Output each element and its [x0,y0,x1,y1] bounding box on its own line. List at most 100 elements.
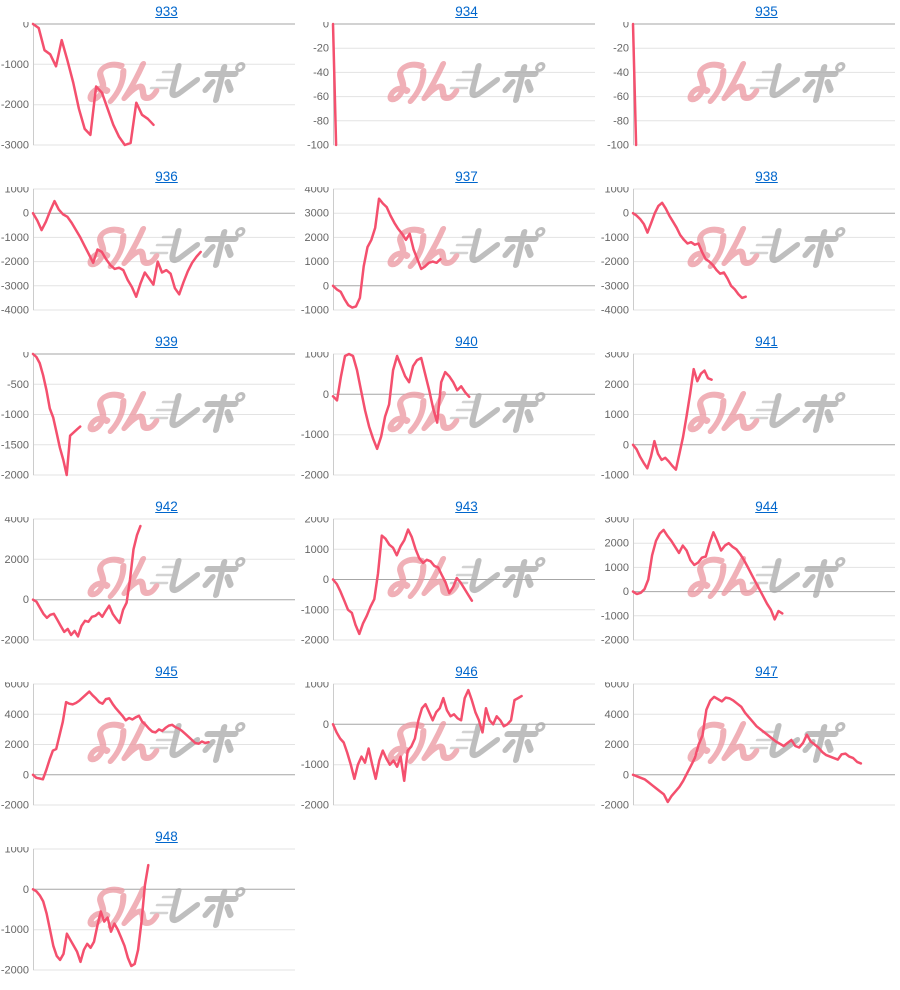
minrepo-watermark-icon [387,556,546,599]
y-tick-label: -1500 [1,439,29,451]
line-chart: 0 -500 -1000 -1500 -2000 [1,352,295,482]
line-chart: 4000 3000 2000 1000 0 -1000 [301,187,595,317]
chart-cell: 934 0 -20 -40 -60 -80 -100 [300,0,600,165]
y-tick-label: 2000 [605,379,629,391]
y-tick-label: -2000 [1,800,29,812]
y-tick-label: 0 [623,586,629,598]
y-tick-label: -2000 [1,470,29,482]
machine-number-link[interactable]: 937 [455,169,478,184]
line-chart: 4000 2000 0 -2000 [1,517,295,647]
y-tick-label: -80 [313,115,329,127]
chart-title-row: 946 [300,660,600,682]
machine-number-link[interactable]: 945 [155,664,178,679]
y-tick-label: 0 [623,769,629,781]
chart-cell: 947 6000 4000 2000 0 -2000 [600,660,900,825]
machine-number-link[interactable]: 940 [455,334,478,349]
minrepo-watermark-icon [687,391,846,434]
chart-title-row: 936 [0,165,300,187]
minrepo-watermark-icon [387,721,546,764]
y-tick-label: 1000 [5,847,29,856]
line-chart: 0 -20 -40 -60 -80 -100 [307,22,595,152]
chart-title-row: 934 [300,0,600,22]
y-tick-label: -100 [607,140,629,152]
chart-cell: 945 6000 4000 2000 0 -2000 [0,660,300,825]
y-tick-label: 6000 [5,682,29,691]
y-tick-label: 0 [323,719,329,731]
line-chart: 3000 2000 1000 0 -1000 -2000 [601,517,895,647]
machine-number-link[interactable]: 947 [755,664,778,679]
y-tick-label: -2000 [1,635,29,647]
minrepo-watermark-icon [87,226,246,269]
line-chart: 1000 0 -1000 -2000 [301,682,595,812]
minrepo-watermark-icon [687,556,846,599]
series-line [31,22,155,147]
machine-number-link[interactable]: 942 [155,499,178,514]
y-tick-label: -2000 [1,965,29,977]
chart-title-row: 937 [300,165,600,187]
machine-number-link[interactable]: 944 [755,499,778,514]
line-chart: 2000 1000 0 -1000 -2000 [301,517,595,647]
y-tick-label: 0 [623,22,629,31]
machine-number-link[interactable]: 935 [755,4,778,19]
machine-number-link[interactable]: 933 [155,4,178,19]
series-line [631,695,863,804]
y-tick-label: 0 [23,352,29,361]
y-tick-label: 1000 [5,187,29,196]
y-tick-label: 2000 [305,517,329,526]
machine-number-link[interactable]: 936 [155,169,178,184]
y-tick-label: -40 [613,67,629,79]
chart-title-row: 947 [600,660,900,682]
minrepo-watermark-icon [687,226,846,269]
y-tick-label: -60 [613,91,629,103]
machine-number-link[interactable]: 941 [755,334,778,349]
chart-cell: 933 0 -1000 -2000 -3000 [0,0,300,165]
y-tick-label: 6000 [605,682,629,691]
minrepo-watermark-icon [87,556,246,599]
chart-cell: 944 3000 2000 1000 0 -1000 -2000 [600,495,900,660]
chart-cell: 943 2000 1000 0 -1000 -2000 [300,495,600,660]
machine-number-link[interactable]: 946 [455,664,478,679]
series-line [331,688,523,783]
series-line [31,352,82,477]
y-tick-label: -20 [613,43,629,55]
y-tick-label: -4000 [1,305,29,317]
y-tick-label: -2000 [1,99,29,111]
machine-number-link[interactable]: 943 [455,499,478,514]
machine-number-link[interactable]: 948 [155,829,178,844]
line-chart: 1000 0 -1000 -2000 -3000 -4000 [601,187,895,317]
y-tick-label: 0 [23,22,29,31]
machine-number-link[interactable]: 938 [755,169,778,184]
y-tick-label: 2000 [605,538,629,550]
machine-number-link[interactable]: 934 [455,4,478,19]
y-tick-label: 1000 [305,682,329,691]
chart-title-row: 933 [0,0,300,22]
machine-number-link[interactable]: 939 [155,334,178,349]
series-line [631,201,747,300]
y-tick-label: -1000 [1,924,29,936]
y-tick-label: 4000 [305,187,329,196]
y-tick-label: -1000 [1,232,29,244]
line-chart: 1000 0 -1000 -2000 [301,352,595,482]
y-tick-label: 3000 [305,208,329,220]
y-tick-label: -20 [313,43,329,55]
y-tick-label: 0 [323,389,329,401]
y-tick-label: 0 [323,574,329,586]
minrepo-watermark-icon [387,391,546,434]
y-tick-label: -40 [313,67,329,79]
chart-title-row: 944 [600,495,900,517]
y-tick-label: 2000 [5,739,29,751]
y-tick-label: 0 [23,884,29,896]
line-chart: 0 -1000 -2000 -3000 [1,22,295,152]
y-tick-label: 1000 [305,352,329,361]
chart-title-row: 938 [600,165,900,187]
series-line [31,690,210,781]
y-tick-label: -1000 [1,409,29,421]
chart-title-row: 948 [0,825,300,847]
y-tick-label: -2000 [301,800,329,812]
series-line [331,528,474,636]
y-tick-label: 4000 [5,709,29,721]
y-tick-label: 3000 [605,517,629,526]
y-tick-label: 0 [23,594,29,606]
y-tick-label: 0 [23,208,29,220]
series-line [331,22,338,147]
